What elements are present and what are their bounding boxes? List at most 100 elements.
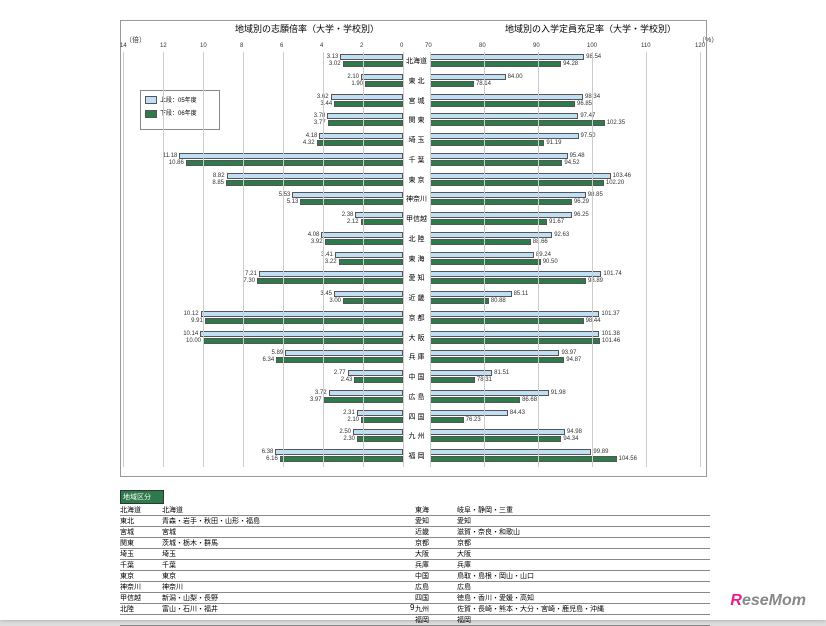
bar-right-lower	[430, 377, 475, 383]
bar-left-lower	[257, 278, 403, 284]
region-key: 北海道	[120, 505, 162, 515]
axis-tick-label: 120	[695, 43, 705, 49]
category-label: 近 畿	[403, 293, 430, 303]
axis-tick-label: 2	[360, 43, 363, 49]
brand-first: R	[730, 592, 742, 609]
region-val: 鳥取・島根・岡山・山口	[457, 571, 710, 581]
category-label: 九 州	[403, 431, 430, 441]
bar-label: 103.46	[613, 173, 631, 179]
bar-right-upper	[430, 390, 549, 396]
bar-label: 84.43	[510, 410, 525, 416]
gridline	[430, 52, 431, 467]
region-val: 岐阜・静岡・三重	[457, 505, 710, 515]
bar-left-upper	[285, 350, 403, 356]
category-label: 北海道	[403, 56, 430, 66]
legend-swatch-upper	[145, 96, 157, 104]
bar-label: 5.13	[287, 199, 299, 205]
region-key: 甲信越	[120, 593, 162, 603]
bar-right-upper	[430, 192, 586, 198]
region-key: 東海	[415, 505, 457, 515]
category-label: 愛 知	[403, 273, 430, 283]
category-label: 中 国	[403, 372, 430, 382]
region-val: 茨城・栃木・群馬	[162, 538, 415, 548]
region-row: 東京東京	[120, 571, 415, 582]
region-row: 千葉千葉	[120, 560, 415, 571]
bar-label: 88.66	[533, 239, 548, 245]
bar-right-upper	[430, 311, 599, 317]
bar-label: 93.97	[561, 350, 576, 356]
bar-right-lower	[430, 278, 586, 284]
bar-left-lower	[226, 180, 403, 186]
region-key: 大阪	[415, 549, 457, 559]
region-row: 愛知愛知	[415, 516, 710, 527]
region-val: 広島	[457, 582, 710, 592]
bar-label: 4.32	[303, 140, 315, 146]
region-val: 青森・岩手・秋田・山形・福島	[162, 516, 415, 526]
region-key: 東北	[120, 516, 162, 526]
bar-left-upper	[259, 271, 403, 277]
bar-right-upper	[430, 429, 565, 435]
bar-label: 4.18	[306, 133, 318, 139]
region-val: 愛知	[457, 516, 710, 526]
region-row: 九州佐賀・長崎・熊本・大分・宮崎・鹿児島・沖縄	[415, 604, 710, 615]
bar-label: 2.77	[334, 370, 346, 376]
bar-left-upper	[334, 291, 403, 297]
bar-right-lower	[430, 81, 474, 87]
bar-label: 96.29	[574, 199, 589, 205]
bar-label: 3.02	[329, 61, 341, 67]
bar-left-lower	[361, 417, 403, 423]
region-row: 北海道北海道	[120, 505, 415, 516]
region-row: 京都京都	[415, 538, 710, 549]
bar-right-lower	[430, 160, 562, 166]
bar-right-lower	[430, 120, 605, 126]
bar-label: 2.30	[343, 436, 355, 442]
bar-right-upper	[430, 94, 583, 100]
page: 地域別の志願倍率（大学・学校別） 地域別の入学定員充足率（大学・学校別） （倍）…	[0, 0, 826, 620]
region-row: 四国徳島・香川・愛媛・高知	[415, 593, 710, 604]
axis-tick-label: 8	[240, 43, 243, 49]
bar-left-lower	[300, 199, 403, 205]
bar-label: 96.25	[574, 212, 589, 218]
region-key: 中国	[415, 571, 457, 581]
region-key: 京都	[415, 538, 457, 548]
region-val: 滋賀・奈良・和歌山	[457, 527, 710, 537]
bar-right-lower	[430, 318, 584, 324]
bar-label: 101.37	[601, 311, 619, 317]
bar-label: 8.82	[213, 173, 225, 179]
bar-left-lower	[343, 61, 403, 67]
region-val: 新潟・山梨・長野	[162, 593, 415, 603]
region-val: 北海道	[162, 505, 415, 515]
bar-label: 101.46	[602, 338, 620, 344]
region-row: 神奈川神奈川	[120, 582, 415, 593]
bar-label: 94.98	[567, 429, 582, 435]
brand-rest: eseMom	[742, 592, 806, 609]
bar-label: 101.74	[603, 271, 621, 277]
bar-right-lower	[430, 180, 604, 186]
bar-label: 8.85	[212, 180, 224, 186]
bar-right-lower	[430, 199, 572, 205]
bar-right-upper	[430, 291, 512, 297]
region-row	[120, 615, 415, 626]
bar-label: 94.87	[566, 357, 581, 363]
bar-label: 97.50	[581, 133, 596, 139]
bar-label: 90.50	[543, 259, 558, 265]
bar-right-lower	[430, 338, 600, 344]
bar-label: 6.34	[263, 357, 275, 363]
region-row: 近畿滋賀・奈良・和歌山	[415, 527, 710, 538]
region-key: 愛知	[415, 516, 457, 526]
category-label: 京 都	[403, 313, 430, 323]
legend: 上段：05年度 下段：06年度	[140, 90, 220, 130]
region-val: 京都	[457, 538, 710, 548]
bar-right-upper	[430, 232, 552, 238]
page-number: 9	[410, 603, 414, 612]
axis-tick-label: 14	[120, 43, 127, 49]
region-row: 兵庫兵庫	[415, 560, 710, 571]
bar-label: 92.63	[554, 232, 569, 238]
bar-label: 6.16	[266, 456, 278, 462]
bar-right-upper	[430, 54, 584, 60]
bar-label: 91.67	[549, 219, 564, 225]
bar-label: 10.00	[186, 338, 201, 344]
region-row: 東北青森・岩手・秋田・山形・福島	[120, 516, 415, 527]
region-row: 広島広島	[415, 582, 710, 593]
bar-left-upper	[319, 133, 403, 139]
